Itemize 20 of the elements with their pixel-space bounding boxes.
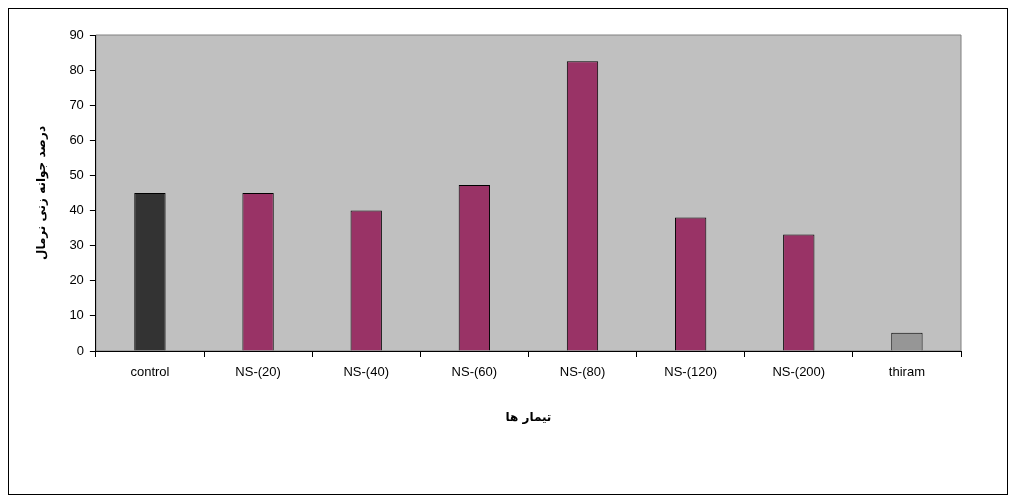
x-tick-label: NS-(20) [235,364,281,380]
y-tick-label: 70 [69,96,84,112]
y-tick-label: 20 [69,272,84,288]
y-tick-label: 40 [69,202,84,218]
x-tick-label: NS-(60) [451,364,498,380]
x-tick-label: NS-(40) [343,364,389,380]
x-tick-label: thiram [888,364,925,380]
x-axis-title: تیمار ها [505,409,552,424]
y-tick-label: 50 [69,167,84,183]
x-tick-label: NS-(80) [559,364,606,380]
x-tick-label: control [130,364,170,380]
y-tick-label: 90 [69,26,84,42]
y-tick-label: 80 [69,61,84,77]
y-tick-label: 60 [69,131,84,147]
y-tick-label: 10 [69,307,84,323]
y-tick-label: 30 [69,237,84,253]
y-tick-label: 0 [76,342,84,358]
y-axis-title: درصد جوانه زنی نرمال [34,125,50,261]
x-tick-label: NS-(200) [772,364,826,380]
x-tick-label: NS-(120) [664,364,718,380]
